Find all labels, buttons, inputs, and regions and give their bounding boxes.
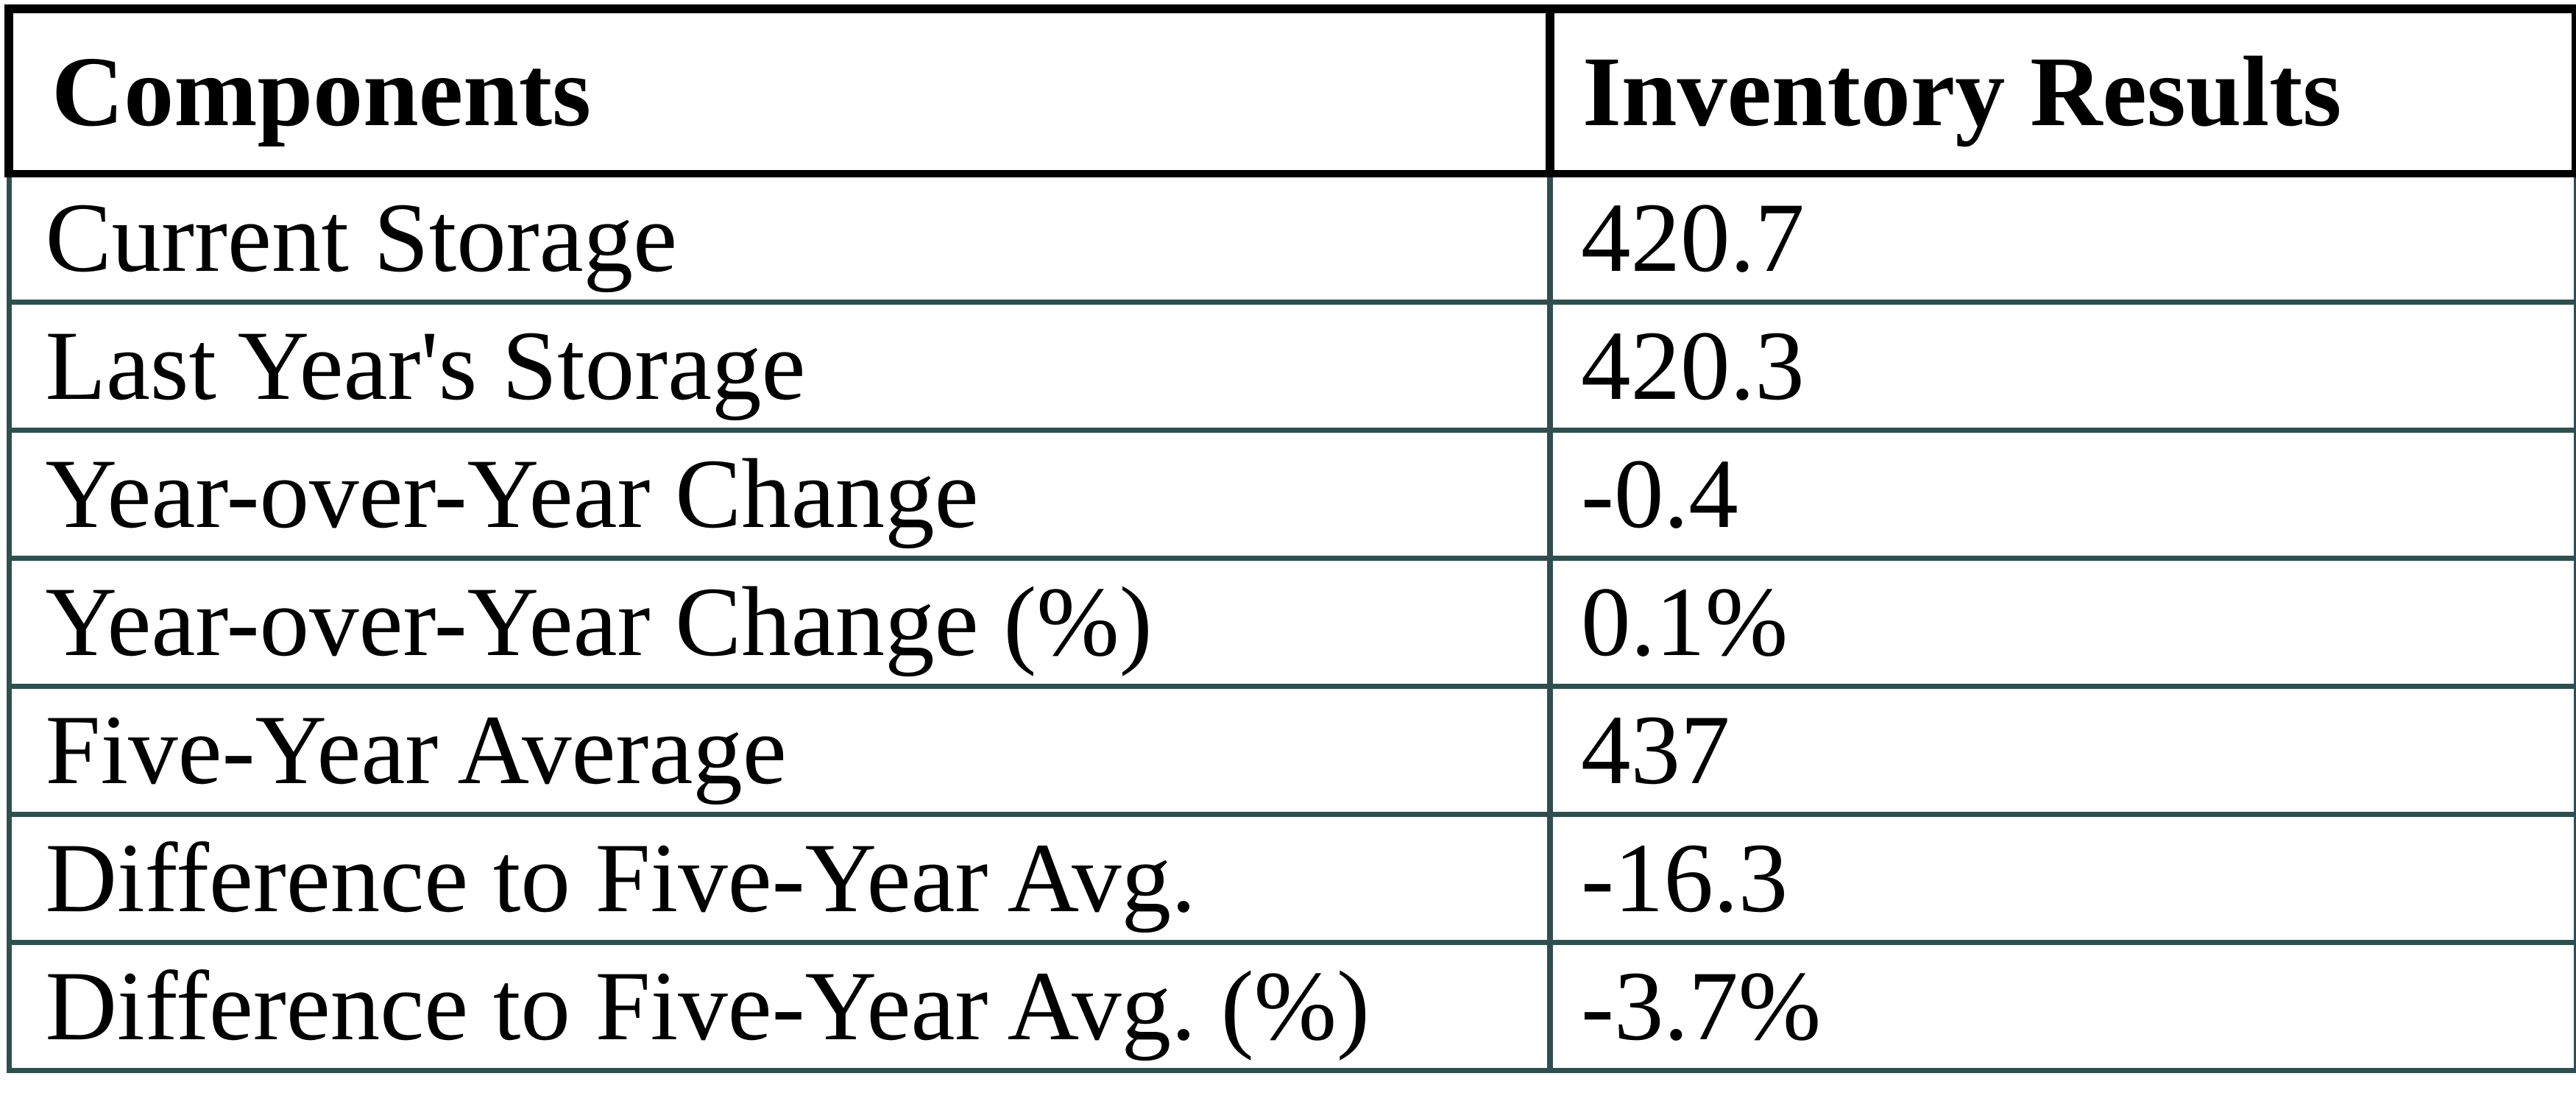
table-row-yoy-change: Year-over-Year Change -0.4 — [6, 427, 2576, 561]
table-row-diff-five-year-avg-pct: Difference to Five-Year Avg. (%) -3.7% — [6, 939, 2576, 1073]
row-label: Difference to Five-Year Avg. (%) — [6, 939, 1553, 1073]
row-value: 420.7 — [1547, 171, 2576, 305]
column-header-inventory-results: Inventory Results — [1546, 4, 2576, 177]
row-label: Current Storage — [6, 171, 1553, 305]
row-value: -3.7% — [1547, 939, 2576, 1073]
row-label: Year-over-Year Change — [6, 427, 1553, 561]
row-value: 0.1% — [1547, 555, 2576, 689]
column-header-components: Components — [4, 4, 1554, 177]
table-row-yoy-change-pct: Year-over-Year Change (%) 0.1% — [6, 555, 2576, 689]
row-label: Last Year's Storage — [6, 299, 1553, 433]
row-label: Difference to Five-Year Avg. — [6, 811, 1553, 945]
row-value: 420.3 — [1547, 299, 2576, 433]
row-value: -16.3 — [1547, 811, 2576, 945]
table-row-five-year-average: Five-Year Average 437 — [6, 683, 2576, 817]
row-label: Year-over-Year Change (%) — [6, 555, 1553, 689]
table-row-current-storage: Current Storage 420.7 — [6, 171, 2576, 305]
row-value: 437 — [1547, 683, 2576, 817]
table-row-last-years-storage: Last Year's Storage 420.3 — [6, 299, 2576, 433]
row-value: -0.4 — [1547, 427, 2576, 561]
inventory-results-table: Components Inventory Results Current Sto… — [4, 4, 2576, 1073]
row-label: Five-Year Average — [6, 683, 1553, 817]
header-row: Components Inventory Results — [4, 4, 2576, 177]
table-row-diff-five-year-avg: Difference to Five-Year Avg. -16.3 — [6, 811, 2576, 945]
